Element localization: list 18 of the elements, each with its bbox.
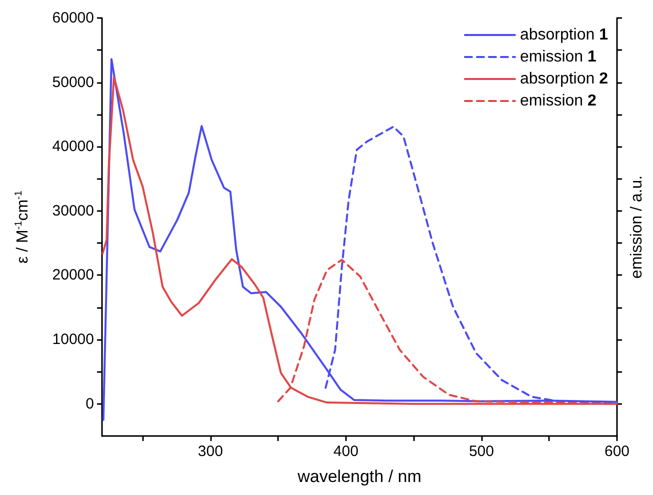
legend-label: emission 1 — [520, 48, 597, 66]
x-axis-title: wavelength / nm — [296, 467, 422, 486]
y-tick-label: 60000 — [52, 10, 94, 26]
y-axis-title: ε / M-1cm-1 — [14, 190, 32, 264]
y-tick-label: 40000 — [52, 138, 94, 156]
y2-axis-title: emission / a.u. — [628, 175, 646, 279]
legend-label: absorption 1 — [520, 26, 608, 44]
x-tick-label: 500 — [468, 443, 494, 460]
x-tick-label: 600 — [604, 443, 630, 460]
y-tick-label: 0 — [86, 395, 94, 412]
y-tick-label: 30000 — [52, 202, 94, 220]
y-tick-label: 50000 — [52, 74, 94, 91]
legend-label: emission 2 — [520, 92, 597, 110]
x-tick-label: 400 — [333, 443, 358, 460]
y-tick-label: 10000 — [52, 331, 94, 348]
y-tick-label: 20000 — [52, 266, 94, 284]
x-tick-label: 300 — [198, 443, 223, 460]
legend-label: absorption 2 — [520, 70, 608, 88]
